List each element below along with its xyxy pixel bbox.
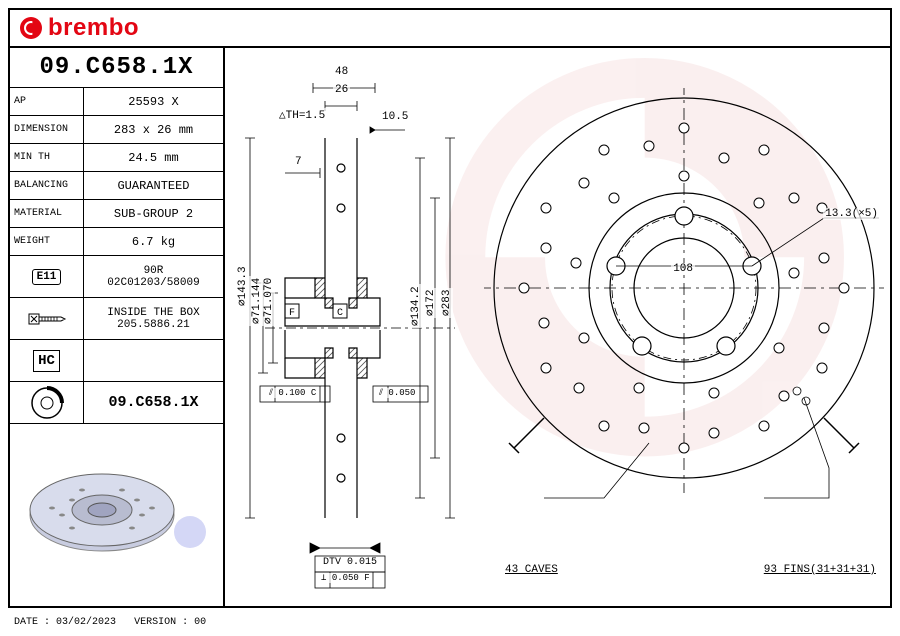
- label-ap: AP: [10, 88, 84, 115]
- label-balancing: BALANCING: [10, 172, 84, 199]
- val-dimension: 283 x 26 mm: [84, 116, 223, 143]
- footer-ver: 00: [194, 617, 206, 628]
- svg-text:C: C: [337, 308, 343, 319]
- val-e11: 90R 02C01203/58009: [84, 256, 223, 297]
- gd-par2: ⫽ 0.050: [377, 388, 417, 398]
- e11-icon: E11: [10, 256, 84, 297]
- val-ap: 25593 X: [84, 88, 223, 115]
- dim-d1342: ⌀134.2: [408, 284, 422, 328]
- screw-icon: [10, 298, 84, 339]
- val-minth: 24.5 mm: [84, 144, 223, 171]
- note-fins: 93 FINS(31+31+31): [764, 564, 876, 576]
- note-caves: 43 CAVES: [505, 564, 558, 576]
- header-bar: brembo: [10, 10, 890, 48]
- dim-108: 108: [671, 263, 695, 275]
- label-minth: MIN TH: [10, 144, 84, 171]
- footer-date: 03/02/2023: [56, 617, 116, 628]
- val-part-repeat: 09.C658.1X: [84, 382, 223, 423]
- dim-d283: ⌀283: [439, 288, 453, 318]
- dim-48: 48: [333, 66, 350, 78]
- svg-text:F: F: [289, 308, 295, 319]
- dim-105: 10.5: [380, 111, 410, 123]
- dim-bolt: 13.3(×5): [823, 208, 880, 220]
- val-hc: [84, 340, 223, 381]
- drawing-sheet: brembo 09.C658.1X AP25593 X DIMENSION283…: [8, 8, 892, 608]
- label-dimension: DIMENSION: [10, 116, 84, 143]
- dim-d71070: ⌀71.070: [261, 276, 275, 326]
- brembo-logo-icon: [20, 17, 42, 39]
- content-row: 09.C658.1X AP25593 X DIMENSION283 x 26 m…: [10, 48, 890, 606]
- footer: DATE : 03/02/2023 VERSION : 00: [14, 617, 206, 628]
- footer-ver-label: VERSION :: [134, 617, 188, 628]
- dim-d172: ⌀172: [423, 288, 437, 318]
- label-weight: WEIGHT: [10, 228, 84, 255]
- val-balancing: GUARANTEED: [84, 172, 223, 199]
- technical-drawing: F C: [225, 48, 890, 606]
- gd-flat: ⟂ 0.050 F: [319, 573, 372, 583]
- dim-26: 26: [333, 84, 350, 96]
- gd-par1: ⫽ 0.100 C: [267, 388, 318, 398]
- footer-date-label: DATE :: [14, 617, 50, 628]
- disc-icon: [10, 382, 84, 423]
- dim-th: △TH=1.5: [277, 108, 327, 122]
- product-render: [10, 424, 223, 606]
- label-material: MATERIAL: [10, 200, 84, 227]
- val-box: INSIDE THE BOX 205.5886.21: [84, 298, 223, 339]
- val-weight: 6.7 kg: [84, 228, 223, 255]
- hc-icon: HC: [10, 340, 84, 381]
- brand-name: brembo: [48, 14, 139, 42]
- dim-7: 7: [293, 156, 304, 168]
- dim-d1433: ⌀143.3: [235, 264, 249, 308]
- spec-table: 09.C658.1X AP25593 X DIMENSION283 x 26 m…: [10, 48, 225, 606]
- val-material: SUB-GROUP 2: [84, 200, 223, 227]
- gd-dtv: DTV 0.015: [321, 557, 379, 568]
- part-number: 09.C658.1X: [10, 48, 223, 88]
